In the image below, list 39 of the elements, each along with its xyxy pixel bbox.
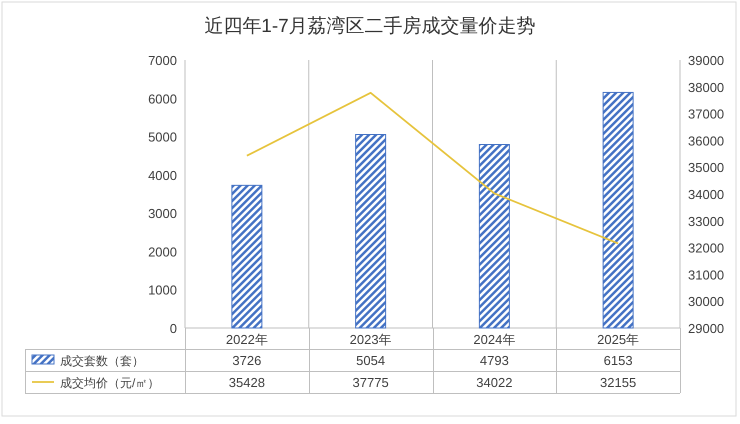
y2-tick-label: 31000 (688, 267, 724, 282)
y-tick-label: 7000 (148, 53, 177, 68)
bar (602, 92, 634, 328)
y2-tick-label: 36000 (688, 133, 724, 148)
y-tick-label: 3000 (148, 206, 177, 222)
data-label: 34022 (476, 375, 512, 390)
bar (478, 144, 510, 328)
legend-label: 成交均价（元/㎡） (60, 376, 160, 390)
bar (355, 134, 386, 328)
y2-tick-label: 35000 (688, 160, 724, 176)
data-label: 3726 (232, 353, 262, 368)
y-tick-label: 1000 (148, 282, 177, 298)
y2-tick-label: 37000 (688, 106, 724, 122)
y-tick-label: 6000 (148, 91, 177, 106)
x-tick-label: 2024年 (473, 332, 516, 347)
y2-tick-label: 33000 (688, 214, 724, 229)
y-tick-label: 5000 (148, 130, 177, 145)
data-label: 6153 (604, 353, 633, 368)
y2-tick-label: 30000 (688, 294, 724, 310)
x-tick-label: 2022年 (226, 332, 268, 347)
data-label: 5054 (356, 353, 386, 368)
x-tick-label: 2025年 (597, 332, 640, 347)
y2-tick-label: 39000 (688, 53, 724, 68)
data-label: 35428 (228, 375, 265, 390)
data-label: 37775 (352, 375, 389, 390)
line-series (246, 92, 620, 244)
legend-label: 成交套数（套） (60, 354, 144, 368)
bar (231, 184, 262, 328)
x-tick-label: 2023年 (350, 332, 392, 347)
y2-tick-label: 34000 (688, 187, 724, 202)
y2-tick-label: 38000 (688, 80, 724, 95)
data-label: 32155 (600, 375, 636, 390)
y-tick-label: 4000 (148, 168, 177, 183)
chart-title: 近四年1-7月荔湾区二手房成交量价走势 (204, 15, 536, 37)
y2-tick-label: 29000 (688, 321, 724, 336)
data-label: 4793 (480, 353, 509, 368)
y-tick-label: 0 (170, 321, 177, 336)
y-tick-label: 2000 (148, 244, 177, 260)
y2-tick-label: 32000 (688, 240, 724, 256)
